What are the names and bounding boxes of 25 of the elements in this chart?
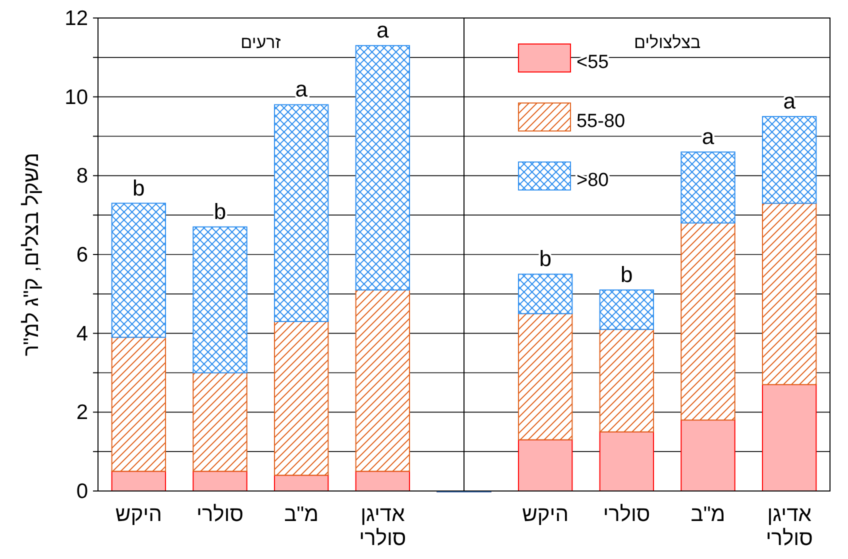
x-tick-label: היקש	[522, 503, 569, 526]
y-axis-title: משקל בצלים, ק"ג למ"ר	[20, 152, 43, 356]
y-tick-label: 4	[76, 322, 88, 346]
y-tick-label: 2	[76, 401, 88, 424]
x-tick-label: אדיגן סולרי	[359, 503, 406, 550]
annotation: בצלצולים	[634, 33, 701, 52]
annotation: b	[620, 262, 633, 287]
x-tick-label: היקש	[115, 503, 162, 526]
legend-label: 55-80	[576, 111, 626, 132]
x-tick-label: סולרי	[196, 503, 244, 526]
annotation: a	[295, 76, 308, 102]
x-tick-label: אדיגן סולרי	[766, 503, 813, 550]
legend-label: >80	[576, 170, 609, 191]
annotation: a	[376, 18, 390, 43]
x-tick-label: מ"ב	[284, 503, 319, 526]
y-tick-label: 8	[76, 164, 88, 188]
annotation: b	[132, 175, 145, 200]
y-tick-label: 12	[64, 7, 88, 30]
y-tick-label: 0	[76, 480, 88, 503]
y-tick-label: 6	[76, 244, 88, 266]
annotation: זרעים	[240, 33, 282, 52]
legend-label: <55	[576, 52, 609, 73]
x-tick-label: מ"ב	[690, 503, 726, 526]
y-tick-label: 10	[64, 86, 88, 109]
x-tick-label: סולרי	[603, 503, 650, 526]
